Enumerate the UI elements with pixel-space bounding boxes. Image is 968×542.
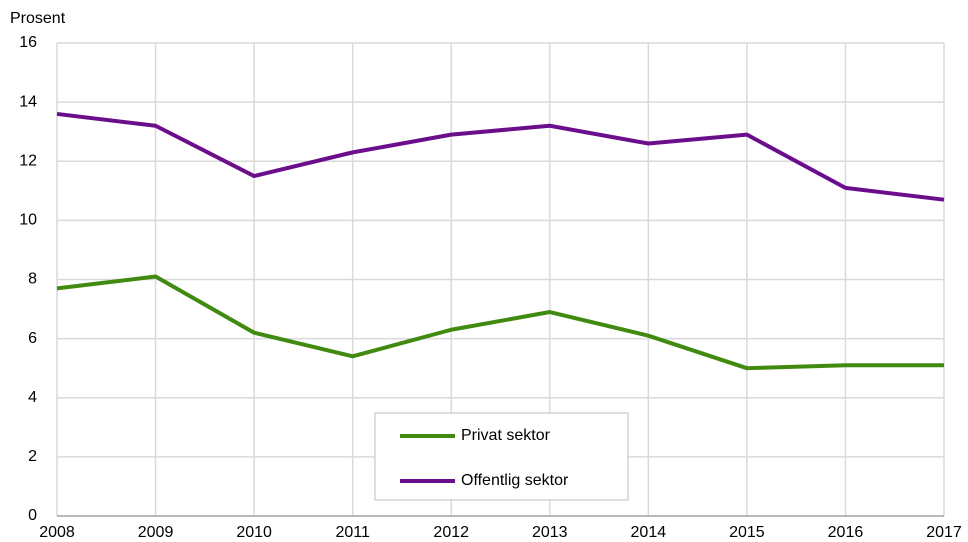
x-tick-label: 2016 [828, 524, 864, 541]
y-tick-label: 12 [19, 152, 37, 169]
legend-label: Privat sektor [461, 427, 551, 444]
y-tick-label: 4 [28, 389, 37, 406]
legend-label: Offentlig sektor [461, 472, 569, 489]
line-series [56, 274, 944, 371]
y-axis-label: Prosent [10, 10, 66, 27]
x-tick-label: 2011 [335, 524, 370, 541]
y-tick-label: 14 [19, 93, 37, 110]
y-tick-label: 8 [28, 271, 37, 288]
y-tick-label: 16 [19, 34, 37, 51]
x-tick-label: 2009 [138, 524, 174, 541]
y-tick-label: 2 [28, 448, 37, 465]
x-tick-label: 2015 [729, 524, 765, 541]
x-tick-label: 2012 [433, 524, 469, 541]
x-tick-label: 2017 [926, 524, 962, 541]
y-tick-label: 10 [19, 212, 37, 229]
y-tick-label: 0 [28, 507, 37, 524]
line-series [56, 111, 945, 202]
x-tick-label: 2013 [532, 524, 568, 541]
legend-box [374, 412, 629, 501]
y-tick-label: 6 [28, 330, 37, 347]
x-tick-label: 2014 [631, 524, 667, 541]
x-tick-label: 2010 [236, 524, 272, 541]
x-tick-label: 2008 [39, 524, 75, 541]
